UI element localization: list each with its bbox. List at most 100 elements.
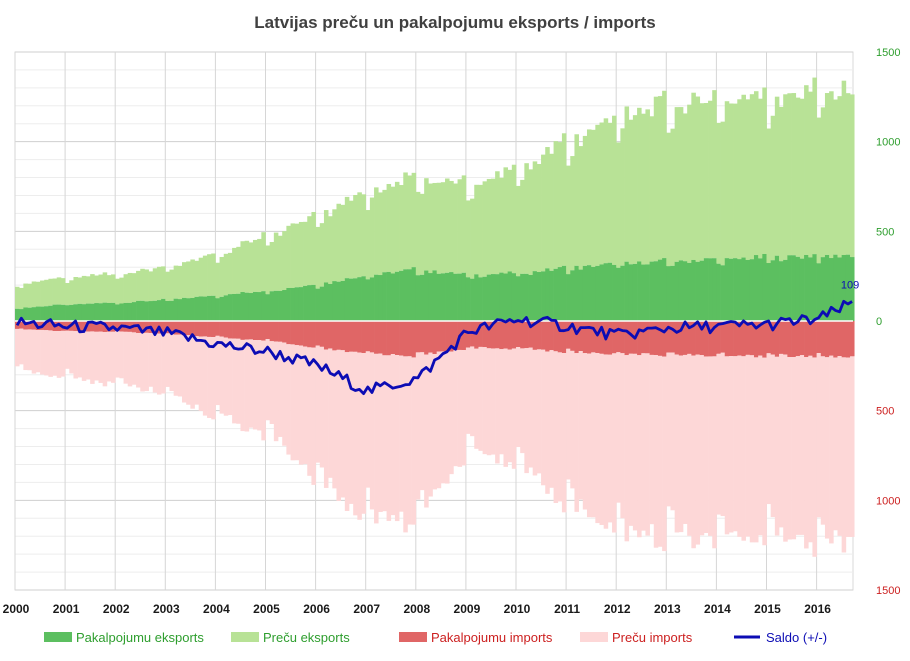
services-export-bar [549,270,554,321]
y-tick-label: 1500 [876,585,900,597]
goods-export-bar [841,80,847,255]
services-import-bar [244,321,250,340]
goods-import-bar [244,339,250,432]
services-export-bar [637,261,642,321]
services-import-bar [265,321,271,340]
legend-label-goods_export: Preču eksports [263,630,350,645]
goods-import-bar [357,352,362,520]
services-import-bar [115,321,120,332]
services-export-bar [624,261,630,321]
goods-export-bar [678,107,684,261]
goods-import-bar [561,353,567,513]
goods-import-bar [641,353,646,531]
services-export-bar [69,304,74,321]
services-export-bar [795,256,801,321]
goods-export-bar [474,184,479,275]
services-import-bar [382,321,387,356]
goods-export-bar [753,91,759,256]
goods-export-bar [683,113,688,262]
services-export-bar [612,264,617,321]
services-export-bar [708,258,713,321]
services-export-bar [674,261,680,321]
goods-import-bar [290,344,296,461]
goods-export-bar [779,106,784,262]
saldo-last-value-label: 109 [841,279,859,291]
goods-export-bar [215,262,220,299]
goods-export-bar [294,223,300,288]
goods-export-bar [716,122,721,264]
services-export-bar [733,258,738,321]
goods-export-bar [553,141,559,269]
goods-export-bar [123,274,129,303]
services-export-bar [215,298,220,321]
services-export-bar [265,294,271,321]
goods-import-bar [390,354,396,516]
goods-import-bar [411,357,417,525]
goods-export-bar [90,274,95,304]
services-export-bar [457,273,463,321]
goods-export-bar [787,93,792,256]
services-import-bar [499,321,504,350]
goods-export-bar [595,124,600,266]
services-export-bar [190,297,195,321]
goods-export-bar [766,128,772,264]
services-export-bar [632,263,638,321]
services-export-bar [328,283,333,321]
goods-export-bar [470,198,475,279]
goods-import-bar [758,355,763,536]
goods-export-bar [156,266,162,301]
services-export-bar [115,304,120,321]
goods-export-bar [265,245,271,295]
services-import-bar [703,321,709,357]
goods-export-bar [298,221,304,288]
services-import-bar [428,321,433,353]
goods-import-bar [549,350,554,488]
goods-import-bar [624,355,630,542]
goods-export-bar [745,99,751,260]
goods-import-bar [215,335,220,406]
goods-import-bar [19,328,24,365]
goods-import-bar [804,357,809,549]
services-export-bar [415,275,421,321]
services-import-bar [708,321,713,357]
goods-import-bar [311,347,316,485]
services-export-bar [261,291,266,321]
goods-import-bar [524,348,529,474]
services-import-bar [541,321,546,350]
services-import-bar [294,321,300,346]
goods-export-bar [73,277,78,305]
services-export-bar [553,268,559,321]
goods-export-bar [591,129,596,267]
services-export-bar [140,300,145,321]
services-import-bar [678,321,684,356]
goods-export-bar [349,200,354,279]
services-import-bar [770,321,776,355]
goods-import-bar [695,354,701,545]
goods-import-bar [248,339,254,428]
services-export-bar [119,303,124,321]
goods-import-bar [453,350,458,467]
services-import-bar [365,321,371,352]
goods-export-bar [177,265,183,300]
services-export-bar [23,307,28,321]
services-import-bar [570,321,575,351]
services-import-bar [745,321,751,355]
services-import-bar [449,321,454,352]
goods-export-bar [691,92,696,260]
goods-import-bar [165,333,170,387]
services-import-bar [27,321,33,330]
services-export-bar [60,304,66,321]
goods-import-bar [829,355,834,544]
services-export-bar [248,293,254,321]
services-import-bar [578,321,584,352]
goods-import-bar [574,353,579,512]
goods-export-bar [182,262,187,298]
goods-export-bar [190,259,195,298]
services-import-bar [628,321,634,354]
goods-import-bar [298,345,304,465]
goods-import-bar [850,356,855,537]
services-export-bar [586,265,592,321]
services-import-bar [319,321,325,347]
goods-import-bar [340,350,346,498]
legend-label-services_import: Pakalpojumu imports [431,630,553,645]
